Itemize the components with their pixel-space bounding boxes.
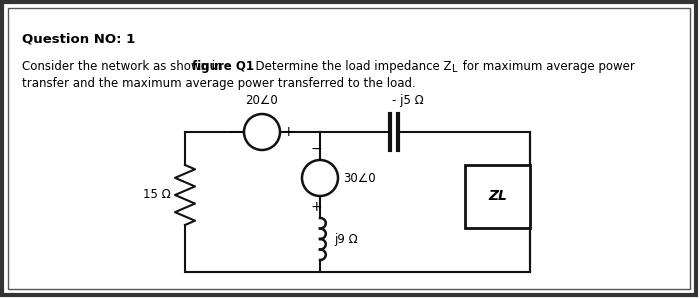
Text: +: + [310,200,322,214]
Text: −: − [310,142,322,156]
Bar [465,165,530,228]
Text: 15 Ω: 15 Ω [144,188,171,202]
Text: figure Q1: figure Q1 [192,60,254,73]
Text: . Determine the load impedance Z: . Determine the load impedance Z [248,60,452,73]
Text: Consider the network as shown in: Consider the network as shown in [22,60,226,73]
Text: Question NO: 1: Question NO: 1 [22,32,135,45]
Text: L: L [452,64,458,74]
Text: +: + [283,125,295,139]
Text: 20∠0: 20∠0 [246,94,279,107]
Text: transfer and the maximum average power transferred to the load.: transfer and the maximum average power t… [22,77,416,90]
Text: j9 Ω: j9 Ω [334,233,358,245]
Text: ZL: ZL [488,190,507,204]
Text: 30∠0: 30∠0 [343,172,376,184]
Text: for maximum average power: for maximum average power [459,60,635,73]
Text: −: − [228,125,240,139]
Text: - j5 Ω: - j5 Ω [392,94,424,107]
